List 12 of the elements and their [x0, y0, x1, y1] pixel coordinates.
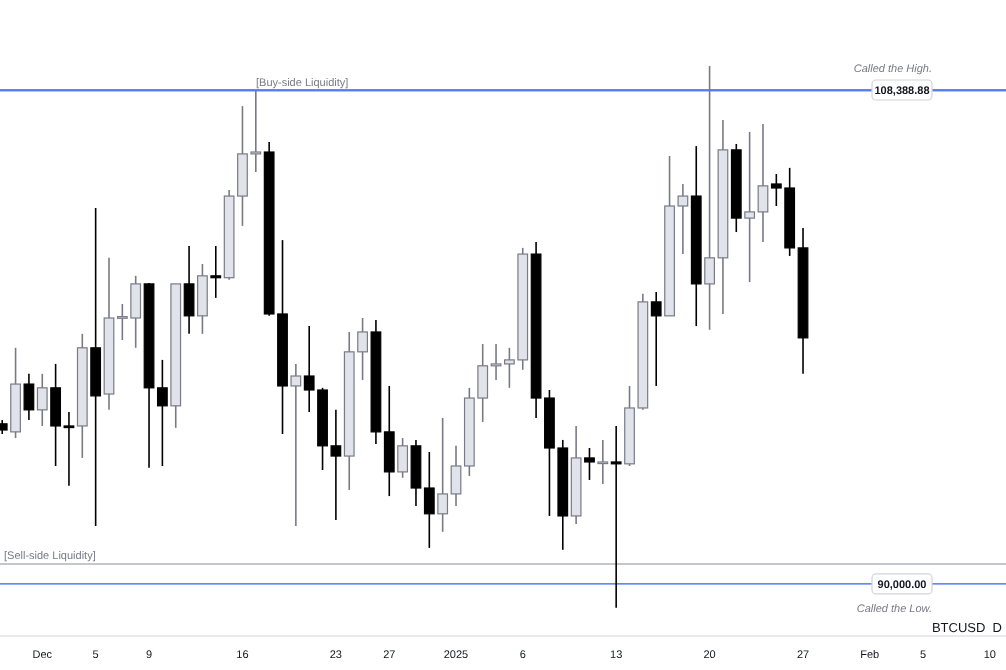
candlestick	[36, 373, 48, 427]
candlestick	[210, 245, 222, 299]
candlestick	[23, 373, 35, 421]
candlestick	[197, 263, 208, 335]
candlestick	[597, 439, 609, 485]
candlestick	[584, 447, 595, 481]
candlestick	[610, 425, 622, 609]
candlestick	[650, 291, 662, 387]
candlestick	[397, 437, 409, 479]
candlestick	[10, 347, 21, 439]
candlestick	[183, 245, 195, 335]
candlestick	[290, 363, 302, 527]
